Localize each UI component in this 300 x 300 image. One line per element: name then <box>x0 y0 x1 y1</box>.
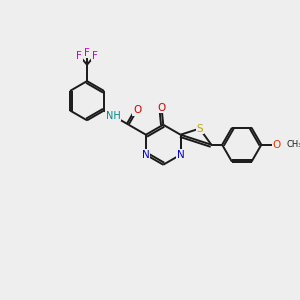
Text: CH₃: CH₃ <box>286 140 300 149</box>
Text: F: F <box>84 48 90 58</box>
Text: O: O <box>158 103 166 113</box>
Text: S: S <box>196 124 203 134</box>
Text: N: N <box>142 150 150 160</box>
Text: NH: NH <box>106 111 120 121</box>
Text: O: O <box>133 105 141 115</box>
Text: O: O <box>273 140 281 150</box>
Text: N: N <box>177 150 184 160</box>
Text: F: F <box>92 50 98 61</box>
Text: F: F <box>76 50 82 61</box>
